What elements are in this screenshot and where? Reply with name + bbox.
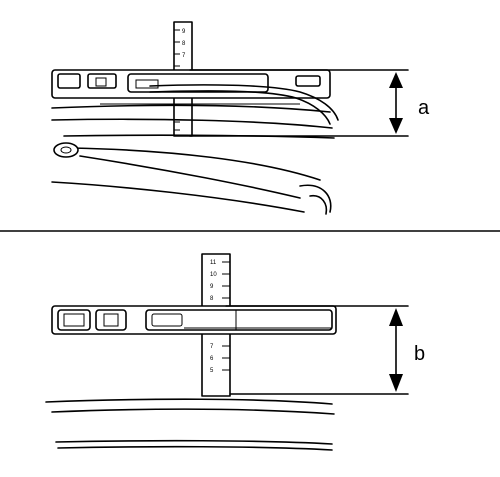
bottom-body-lines [45, 398, 335, 451]
dimension-label-b: b [414, 343, 425, 365]
top-dimension [189, 69, 409, 137]
top-wiper-arm [51, 104, 335, 215]
bottom-ruler-tick-label: 5 [210, 368, 214, 374]
dimension-label-a: a [418, 97, 430, 119]
bottom-ruler-tick-label: 8 [210, 296, 214, 302]
top-ruler-ticks [174, 29, 180, 131]
bottom-ruler-tick-label: 11 [210, 260, 217, 266]
bottom-panel: 11 10 9 8 7 6 5 [45, 253, 425, 451]
top-ruler-tick-label: 8 [182, 41, 186, 47]
bottom-ruler-tick-label: 6 [210, 356, 214, 362]
bottom-ruler-tick-label: 9 [210, 284, 214, 290]
bottom-dimension [225, 305, 409, 395]
top-panel: 9 8 7 [51, 21, 430, 215]
top-wiper-blade [51, 69, 339, 125]
bottom-ruler-tick-label: 10 [210, 272, 217, 278]
top-ruler-tick-label: 7 [182, 53, 186, 59]
top-ruler-tick-label: 9 [182, 29, 186, 35]
bottom-wiper-blade [51, 305, 337, 335]
bottom-ruler-tick-label: 7 [210, 344, 214, 350]
bottom-ruler-ticks [222, 261, 230, 371]
